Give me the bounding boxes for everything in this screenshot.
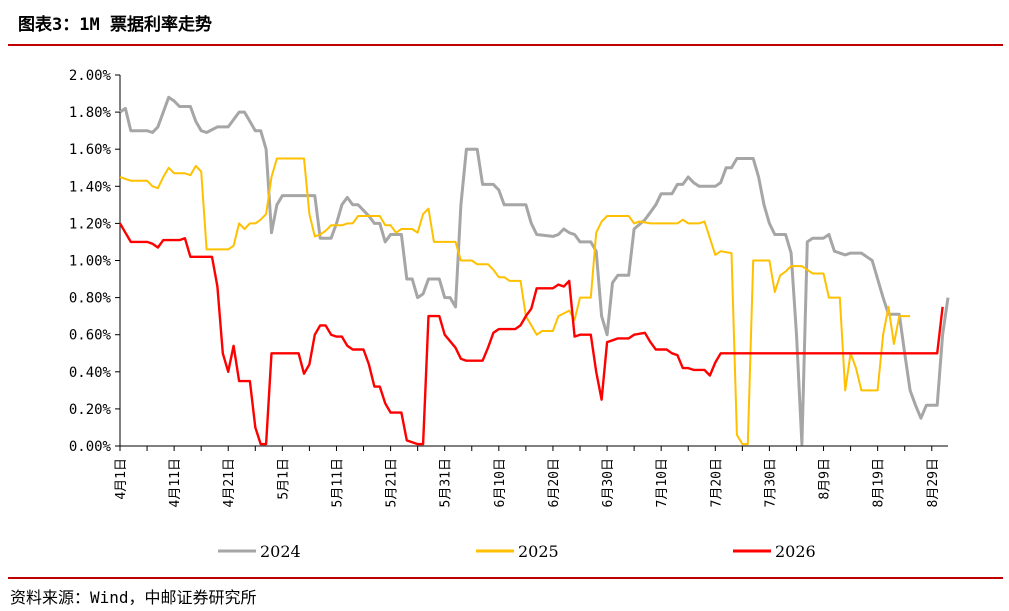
x-tick-label: 8月29日 (926, 458, 941, 507)
top-rule (8, 44, 1003, 46)
y-tick-label: 1.80% (69, 105, 112, 121)
y-axis: 0.00% 0.20% 0.40% 0.60% 0.80% 1.00% 1.20% 1.40%… (69, 68, 121, 455)
legend-label-2026: 2026 (775, 542, 816, 561)
x-axis: 4月1日 4月11日 4月21日 5月1日 5月11日 5月21日 5月31日 6月10日 6月… (114, 445, 948, 507)
series-line-2024 (119, 95, 950, 446)
line-chart: 0.00% 0.20% 0.40% 0.60% 0.80% 1.00% 1.20% 1.40%… (69, 68, 950, 561)
legend-label-2024: 2024 (260, 542, 301, 561)
x-tick-label: 7月20日 (709, 458, 724, 507)
y-tick-label: 1.60% (69, 142, 112, 158)
chart-title: 图表3：1M 票据利率走势 (18, 15, 212, 35)
legend: 2024 2025 2026 (218, 542, 816, 561)
x-tick-label: 4月1日 (114, 458, 129, 500)
x-tick-label: 8月9日 (818, 458, 833, 500)
bottom-rule (8, 577, 1003, 579)
y-tick-label: 0.80% (69, 291, 112, 307)
x-tick-label: 5月1日 (276, 458, 291, 500)
series-line-2026 (118, 222, 944, 446)
y-tick-label: 1.20% (69, 216, 112, 232)
y-tick-label: 1.40% (69, 179, 112, 195)
y-tick-label: 1.00% (69, 254, 112, 270)
y-tick-label: 0.40% (69, 365, 112, 381)
x-tick-label: 5月21日 (385, 458, 400, 507)
y-tick-label: 0.20% (69, 402, 112, 418)
x-tick-label: 7月10日 (655, 458, 670, 507)
y-tick-label: 2.00% (69, 68, 112, 84)
x-tick-label: 6月30日 (601, 458, 616, 507)
x-tick-label: 4月11日 (168, 458, 183, 507)
series-layer (118, 95, 950, 446)
x-tick-label: 8月19日 (872, 458, 887, 507)
y-tick-label: 0.00% (69, 439, 112, 455)
x-tick-label: 6月20日 (547, 458, 562, 507)
x-tick-label: 7月30日 (763, 458, 778, 507)
legend-label-2025: 2025 (518, 542, 559, 561)
x-tick-label: 4月21日 (222, 458, 237, 507)
y-tick-label: 0.60% (69, 328, 112, 344)
source-note: 资料来源：Wind，中邮证券研究所 (10, 588, 257, 607)
x-tick-label: 5月11日 (330, 458, 345, 507)
x-tick-label: 5月31日 (439, 458, 454, 507)
series-line-2025 (119, 157, 911, 446)
x-tick-label: 6月10日 (493, 458, 508, 507)
